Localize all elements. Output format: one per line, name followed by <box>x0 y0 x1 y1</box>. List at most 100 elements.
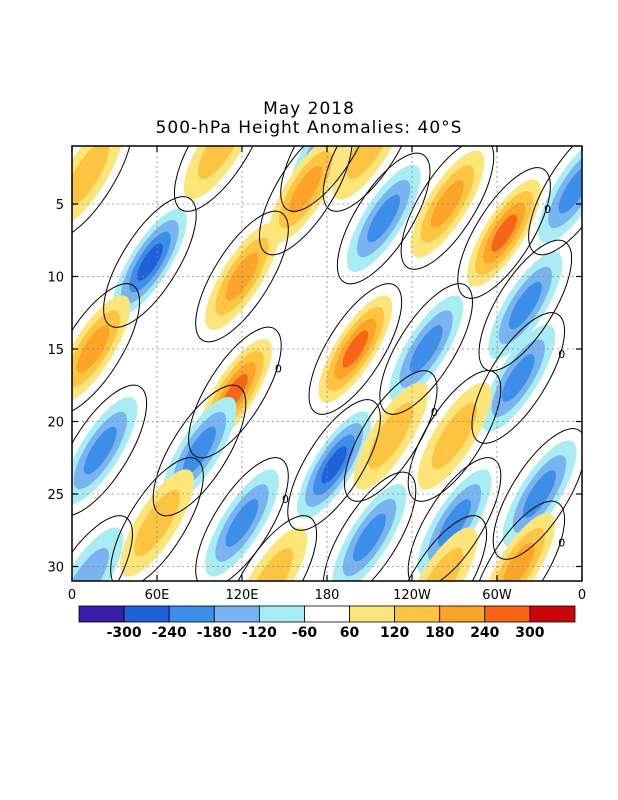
anomaly-center <box>481 324 556 432</box>
colorbar-swatch <box>168 605 215 623</box>
zero-contour <box>280 146 374 212</box>
anomaly-center <box>389 295 464 403</box>
anomaly-center <box>72 146 124 229</box>
colorbar-swatch <box>123 605 170 623</box>
anomaly-shade <box>367 402 414 470</box>
anomaly-shade <box>342 330 369 368</box>
zero-contour <box>471 312 566 444</box>
colorbar: -300 -240 -180 -120 -60 60 120 180 240 300 <box>78 605 576 641</box>
anomaly-shade <box>523 470 556 518</box>
y-tick-label: 5 <box>56 198 64 213</box>
colorbar-swatch <box>484 605 531 623</box>
zero-contour <box>72 146 133 241</box>
zero-contours: 0 0 0 0 0 0 0 0 <box>72 116 582 581</box>
anomaly-shade <box>558 165 582 214</box>
y-tick-label: 30 <box>47 561 64 576</box>
zero-contour <box>322 146 417 212</box>
zero-contour <box>152 384 247 517</box>
zero-contour <box>287 399 381 531</box>
anomaly-shade <box>72 146 109 209</box>
y-tick-label: 20 <box>47 416 64 431</box>
colorbar-label: -300 <box>107 625 142 641</box>
anomaly-shade <box>417 547 464 581</box>
anomaly-shade <box>508 281 542 330</box>
zero-contour <box>258 146 353 256</box>
zero-contour <box>188 326 282 459</box>
x-tick-label: 60W <box>482 588 512 603</box>
x-tick-label: 180 <box>315 588 340 603</box>
zero-contour <box>528 146 582 256</box>
anomaly-center <box>318 295 393 403</box>
colorbar-label: -120 <box>242 625 277 641</box>
colorbar-label: 180 <box>425 625 454 641</box>
zero-contour <box>173 146 268 212</box>
anomaly-center <box>183 146 258 200</box>
anomaly-center <box>268 146 343 244</box>
contour-label: 0 <box>367 116 374 129</box>
y-axis: 5 10 15 20 25 30 <box>47 198 582 576</box>
zero-contour <box>223 515 318 581</box>
anomaly-shade <box>83 426 117 475</box>
anomaly-shade <box>491 214 517 252</box>
colorbar-label: 120 <box>380 625 409 641</box>
x-tick-label: 0 <box>68 588 76 603</box>
gridlines <box>72 146 582 581</box>
zero-contour <box>407 457 502 581</box>
anomaly-center <box>537 146 582 244</box>
zero-contour <box>457 167 551 299</box>
anomaly-shade <box>197 146 244 180</box>
x-tick-label: 0 <box>578 588 586 603</box>
zero-contour <box>471 500 566 581</box>
zero-contour <box>110 457 204 581</box>
anomaly-shade <box>353 513 386 562</box>
zero-contour <box>195 210 289 343</box>
colorbar-swatch <box>213 605 260 623</box>
y-tick-label: 15 <box>47 343 64 358</box>
anomaly-shade <box>321 446 347 484</box>
zero-contour <box>478 239 573 372</box>
anomaly-center <box>332 146 407 200</box>
x-axis: 0 60E 120E 180 120W 60W 0 <box>68 146 586 603</box>
colorbar-label: -180 <box>197 625 232 641</box>
anomaly-shade <box>367 194 401 243</box>
anomaly-shade <box>72 547 109 581</box>
colorbar-swatch <box>394 605 441 623</box>
anomaly-shade <box>409 325 443 373</box>
contour-label: 0 <box>282 493 289 506</box>
contour-label: 0 <box>431 406 438 419</box>
zero-contour <box>72 384 148 517</box>
anomaly-shade <box>137 243 163 281</box>
zero-contour <box>379 283 473 415</box>
anomaly-center <box>403 527 478 581</box>
y-tick-label: 10 <box>47 271 64 286</box>
anomaly-shade <box>501 354 535 402</box>
colorbar-label: 300 <box>515 625 544 641</box>
zero-contour <box>195 457 289 581</box>
contour-label: 0 <box>558 348 565 361</box>
colorbar-swatch <box>349 605 396 623</box>
x-tick-label: 120W <box>393 588 431 603</box>
zero-contour <box>336 152 431 285</box>
contour-label: 0 <box>275 363 282 376</box>
colorbar-label: 240 <box>470 625 499 641</box>
zero-contour <box>308 283 403 415</box>
anomaly-center <box>332 483 407 581</box>
anomaly-shade <box>247 547 294 581</box>
colorbar-label: -240 <box>152 625 187 641</box>
anomaly-center <box>346 164 421 273</box>
zero-contour <box>72 515 133 581</box>
colorbar-swatch <box>258 605 305 623</box>
anomaly-center <box>467 179 542 287</box>
chart-title: May 2018 <box>263 99 355 119</box>
zero-contour <box>400 146 495 270</box>
anomaly-center <box>417 382 492 490</box>
colorbar-swatch <box>78 605 125 623</box>
anomaly-center <box>72 396 138 505</box>
contour-label: 0 <box>410 116 417 129</box>
anomaly-center <box>112 208 187 316</box>
anomaly-shade <box>431 402 478 470</box>
zero-contour <box>322 471 417 581</box>
y-tick-label: 25 <box>47 488 64 503</box>
colorbar-swatch <box>439 605 486 623</box>
